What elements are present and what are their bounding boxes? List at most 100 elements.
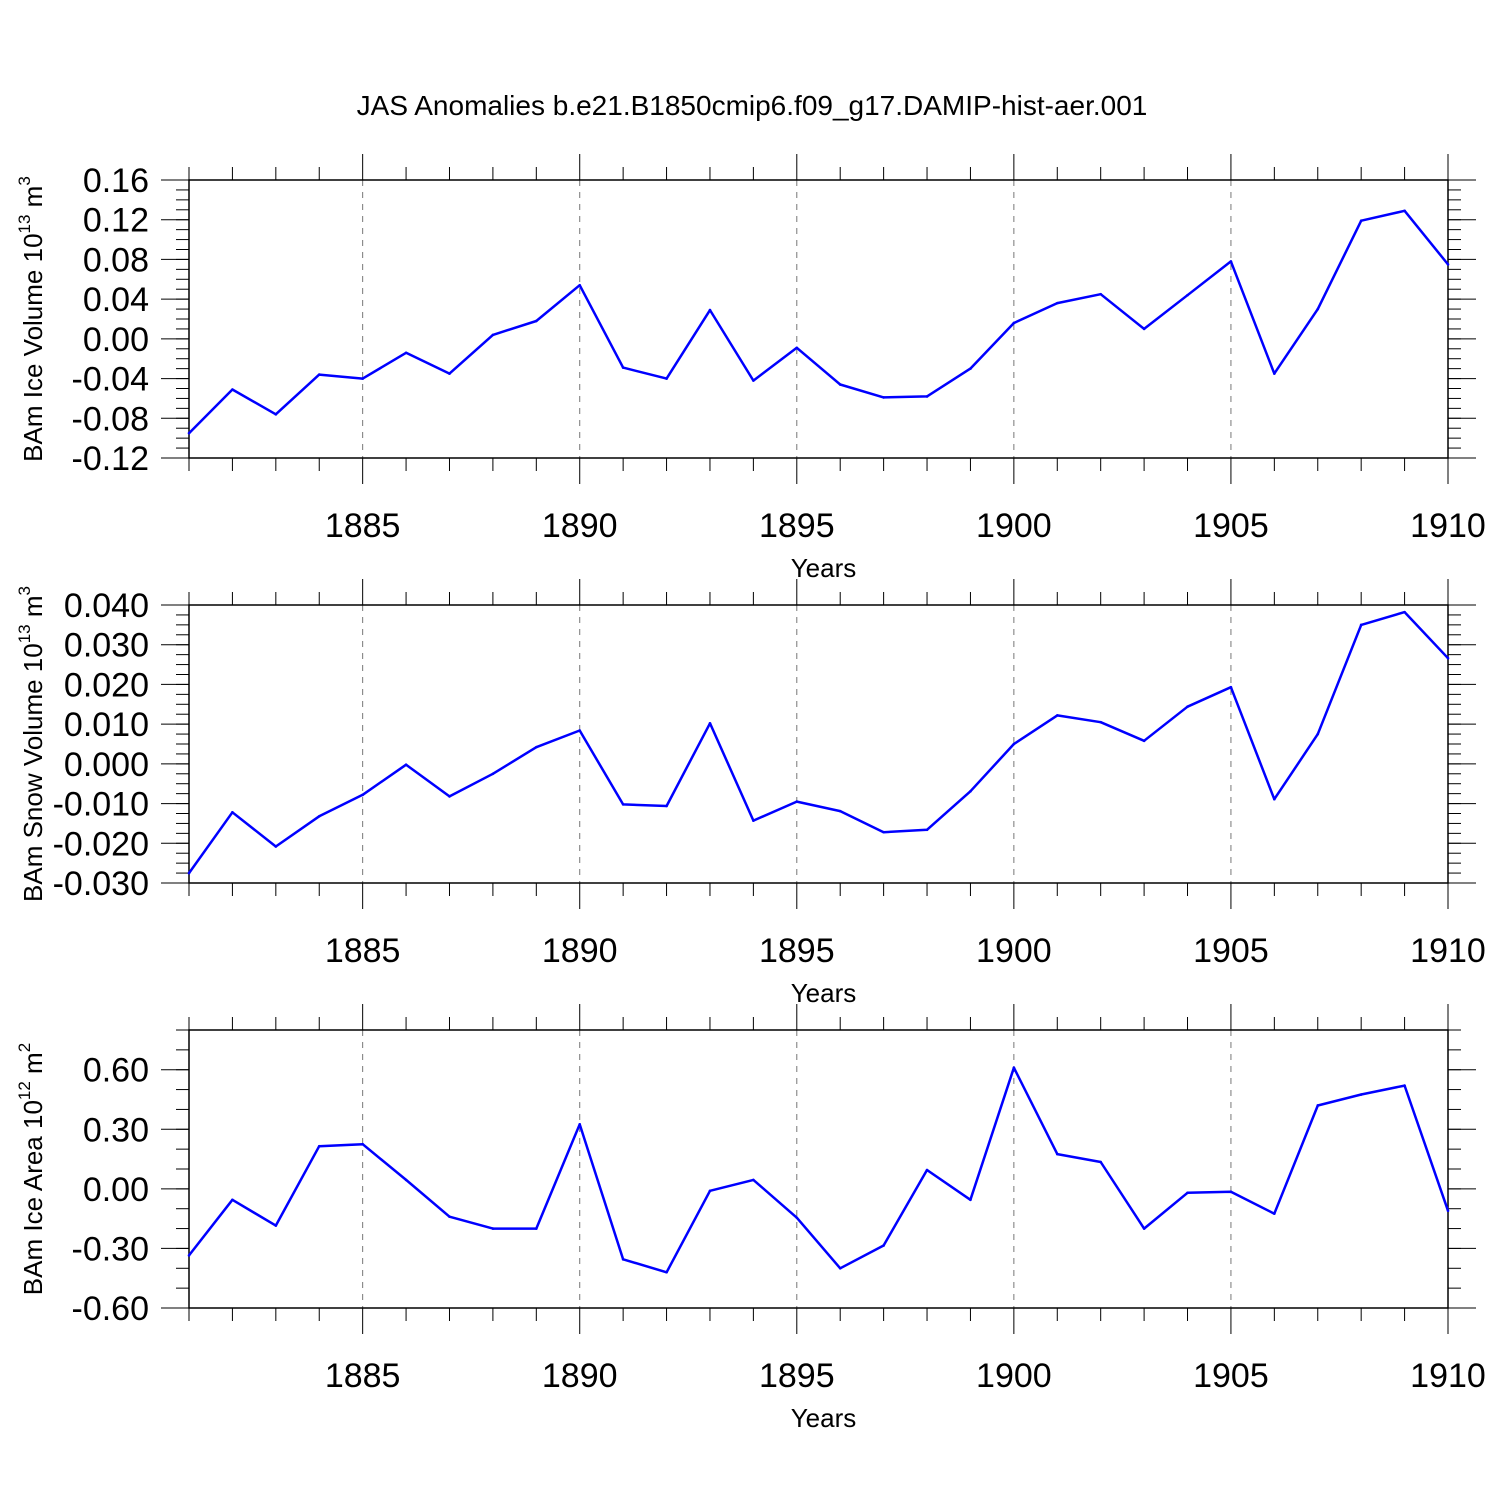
data-point	[1055, 1152, 1059, 1156]
data-point	[274, 845, 278, 848]
data-point	[925, 828, 929, 832]
x-tick-label: 1910	[1410, 1357, 1486, 1395]
data-point	[1012, 321, 1016, 325]
y-tick-label: -0.030	[53, 865, 149, 903]
data-point	[882, 396, 885, 399]
data-point	[665, 1270, 668, 1274]
data-point	[1446, 656, 1450, 660]
data-point	[1142, 327, 1146, 331]
data-point	[317, 814, 321, 818]
ice-area-panel: 0.60 0.30 0.00 -0.30 -0.60 1885 1890 1895 1900 19…	[15, 1004, 1486, 1433]
data-point	[1229, 685, 1233, 689]
data-point	[1273, 1212, 1276, 1215]
data-point	[448, 372, 451, 375]
data-point	[1186, 293, 1189, 297]
data-point	[1229, 260, 1233, 263]
data-point	[274, 413, 278, 416]
data-series-line	[188, 209, 1449, 435]
snow-volume-panel: 0.0400.0300.0200.0100.000-0.010-0.020-0.…	[15, 579, 1486, 1008]
data-point	[1403, 610, 1406, 614]
data-series-line	[187, 610, 1449, 874]
y-tick-label: 0.00	[83, 1171, 149, 1209]
x-tick-label: 1900	[976, 932, 1052, 970]
plot-frame	[188, 1029, 1449, 1309]
x-tick-label: 1885	[325, 1357, 401, 1395]
data-point	[1273, 372, 1276, 375]
figure-title: JAS Anomalies b.e21.B1850cmip6.f09_g17.D…	[357, 90, 1148, 121]
data-point	[882, 830, 885, 834]
y-tick-label: 0.00	[83, 321, 149, 359]
data-point	[752, 819, 755, 822]
plot-frame	[188, 179, 1449, 459]
data-point	[187, 871, 191, 875]
x-tick-label: 1885	[325, 507, 401, 545]
x-tick-label: 1905	[1193, 1357, 1269, 1395]
data-point	[969, 789, 972, 793]
data-point	[361, 793, 364, 797]
y-tick-label: -0.30	[72, 1230, 150, 1268]
y-axis-label: BAm Ice Volume 1013 m3	[15, 176, 48, 462]
data-point	[578, 1123, 582, 1126]
data-point	[1012, 1066, 1016, 1070]
x-tick-label: 1900	[976, 1357, 1052, 1395]
data-point	[187, 1254, 191, 1257]
ice-volume-panel: 0.160.120.080.040.00-0.04-0.08-0.12 1885 1…	[15, 154, 1486, 583]
data-point	[1142, 739, 1146, 743]
data-point	[838, 1266, 842, 1270]
data-point	[969, 1198, 972, 1202]
data-point	[795, 800, 799, 803]
data-point	[1403, 209, 1406, 213]
y-tick-label: 0.020	[64, 666, 149, 704]
data-point	[491, 772, 495, 776]
x-tick-label: 1885	[325, 932, 401, 970]
data-point	[491, 1227, 495, 1230]
data-point	[1446, 263, 1450, 266]
data-point	[1186, 1191, 1189, 1195]
data-point	[665, 804, 668, 808]
y-tick-label: -0.60	[72, 1290, 150, 1328]
x-tick-label: 1890	[542, 932, 618, 970]
y-tick-label: -0.010	[53, 786, 149, 824]
y-axis-label: BAm Ice Area 1012 m2	[15, 1043, 48, 1295]
data-point	[621, 1258, 625, 1261]
data-point	[1359, 219, 1363, 223]
data-point	[1403, 1084, 1406, 1087]
data-point	[231, 1198, 234, 1202]
y-tick-label: 0.60	[83, 1052, 149, 1090]
data-point	[317, 1144, 321, 1148]
y-tick-label: 0.30	[83, 1111, 149, 1149]
data-point	[882, 1244, 885, 1247]
data-point	[404, 1178, 408, 1182]
data-point	[535, 319, 538, 323]
data-point	[187, 431, 191, 435]
data-point	[1055, 714, 1059, 717]
data-point	[1229, 1190, 1233, 1194]
data-point	[752, 1178, 755, 1182]
data-point	[1186, 705, 1189, 708]
data-point	[1446, 1209, 1450, 1212]
data-point	[752, 379, 755, 382]
data-point	[1142, 1227, 1146, 1230]
data-point	[535, 1227, 538, 1230]
x-tick-label: 1905	[1193, 932, 1269, 970]
data-point	[1316, 732, 1320, 736]
x-tick-label: 1895	[759, 1357, 835, 1395]
data-point	[578, 729, 582, 732]
x-tick-label: 1890	[542, 1357, 618, 1395]
y-axis-label: BAm Snow Volume 1013 m3	[15, 586, 48, 902]
data-point	[708, 722, 712, 725]
y-tick-label: 0.08	[83, 241, 149, 279]
data-point	[795, 1216, 799, 1219]
y-tick-label: 0.040	[64, 587, 149, 625]
y-tick-label: 0.16	[83, 162, 149, 200]
data-point	[1012, 742, 1016, 746]
data-point	[621, 803, 625, 806]
data-point	[1359, 1093, 1363, 1096]
x-tick-label: 1905	[1193, 507, 1269, 545]
data-point	[491, 333, 495, 337]
data-point	[317, 373, 321, 376]
data-point	[838, 383, 842, 386]
x-axis-label: Years	[791, 978, 857, 1008]
y-tick-label: 0.030	[64, 627, 149, 665]
data-point	[1273, 797, 1276, 801]
